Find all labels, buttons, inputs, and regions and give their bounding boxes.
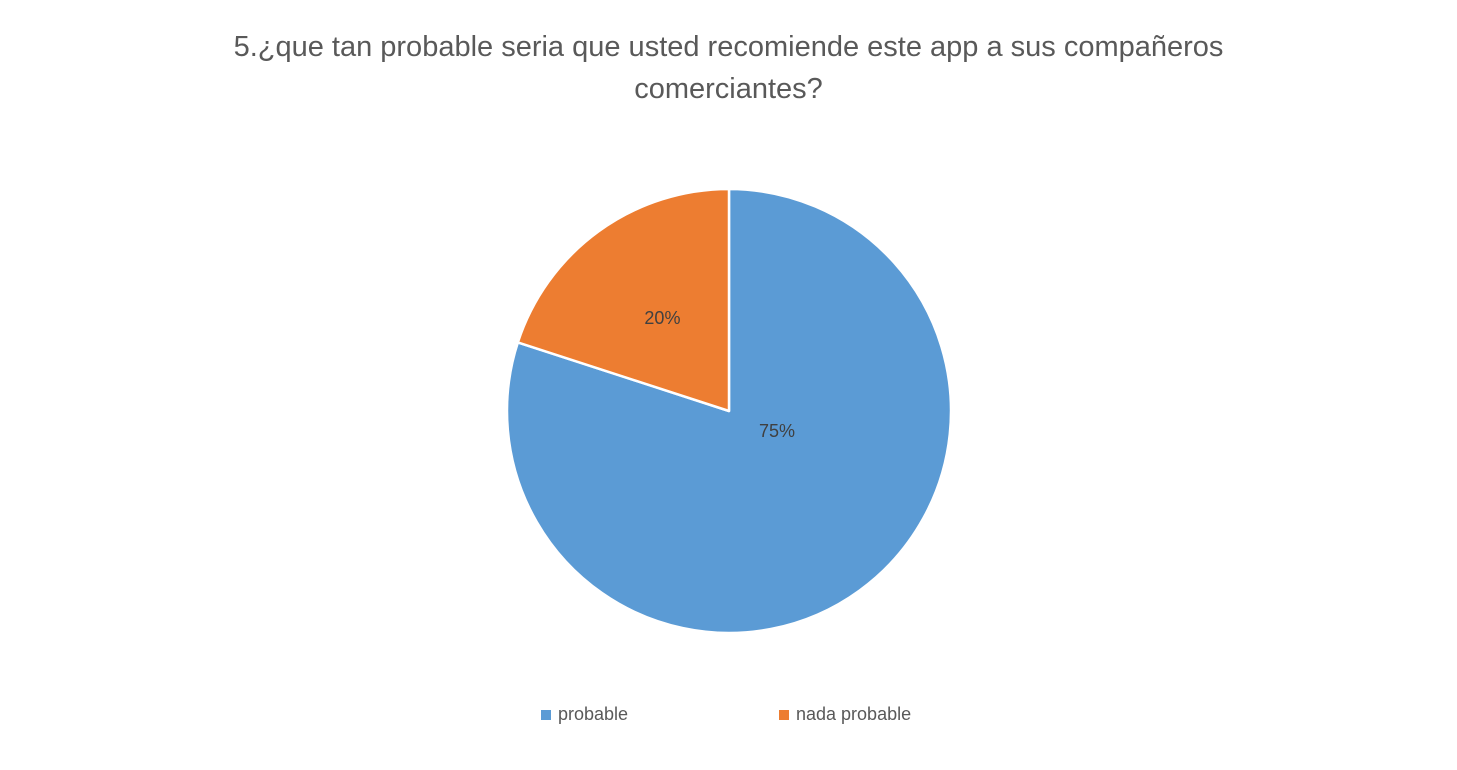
- legend-label-nada-probable: nada probable: [796, 704, 912, 724]
- legend-swatch-probable: [541, 709, 551, 720]
- data-label-probable: 75%: [759, 421, 795, 441]
- data-label-nada-probable: 20%: [644, 308, 680, 328]
- legend-item-nada-probable: nada probable: [779, 704, 911, 725]
- legend-item-probable: probable: [541, 704, 628, 725]
- chart-title-line-1: 5.¿que tan probable seria que usted reco…: [233, 31, 1224, 63]
- pie-data-labels: 75% 20%: [644, 308, 795, 441]
- pie-slices: [505, 187, 953, 635]
- pie-slice-nada-probable: [516, 187, 731, 413]
- legend-swatch-nada-probable: [779, 709, 789, 720]
- legend: probable nada probable: [0, 704, 1457, 730]
- legend-label-probable: probable: [558, 704, 629, 724]
- chart-title: 5.¿que tan probable seria que usted reco…: [0, 26, 1457, 110]
- chart-title-line-2: comerciantes?: [634, 73, 823, 105]
